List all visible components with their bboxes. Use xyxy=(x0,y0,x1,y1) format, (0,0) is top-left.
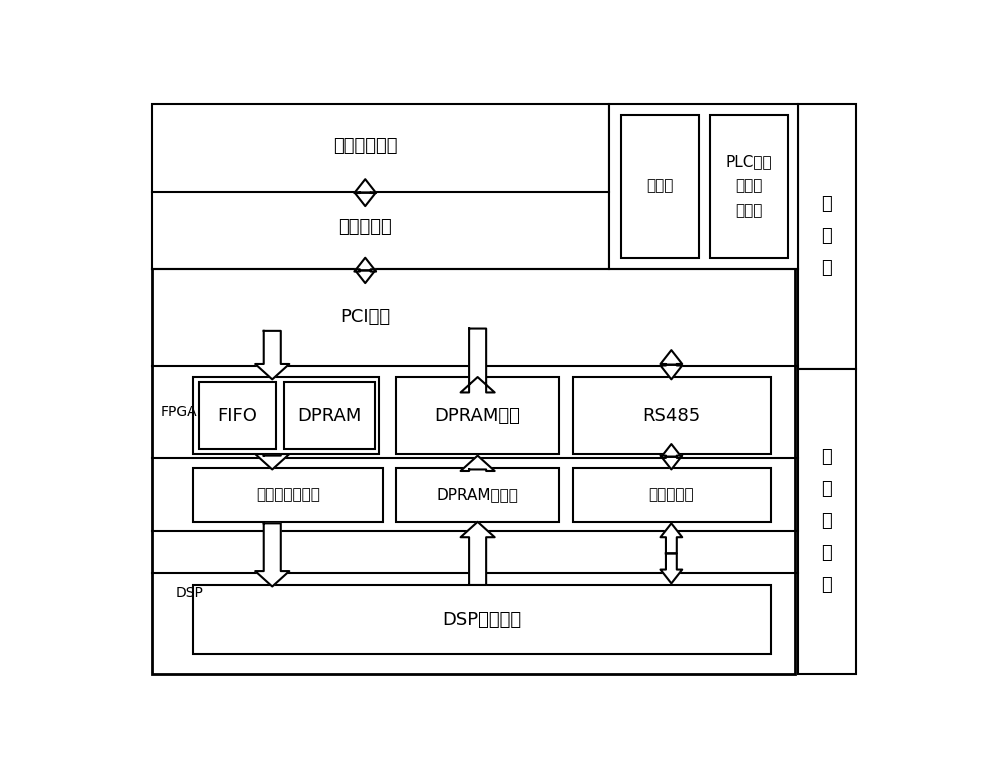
Bar xyxy=(573,468,771,521)
Text: PCI驱动: PCI驱动 xyxy=(340,308,390,326)
Text: 用户应用软件: 用户应用软件 xyxy=(333,137,398,155)
Bar xyxy=(573,377,771,454)
Polygon shape xyxy=(661,444,682,458)
Text: 运
动
控
制
卡: 运 动 控 制 卡 xyxy=(821,448,832,594)
Polygon shape xyxy=(661,350,682,365)
Polygon shape xyxy=(255,331,289,379)
Bar xyxy=(609,104,798,270)
Polygon shape xyxy=(461,455,495,471)
Bar xyxy=(193,585,771,654)
Text: PLC编译
仿真工
具软件: PLC编译 仿真工 具软件 xyxy=(726,154,772,218)
Polygon shape xyxy=(354,179,376,193)
Polygon shape xyxy=(354,258,376,272)
Bar xyxy=(710,115,788,258)
Bar xyxy=(193,468,383,521)
Text: 上
位
机: 上 位 机 xyxy=(821,195,832,277)
Polygon shape xyxy=(661,523,682,554)
Text: FIFO: FIFO xyxy=(217,406,257,425)
Text: DSP: DSP xyxy=(175,586,203,600)
Text: 接口函数库: 接口函数库 xyxy=(338,218,392,236)
Bar xyxy=(396,377,559,454)
Polygon shape xyxy=(661,455,682,469)
Bar xyxy=(152,104,795,674)
Polygon shape xyxy=(255,454,289,469)
Bar xyxy=(199,382,276,449)
Text: FPGA: FPGA xyxy=(161,405,198,419)
Polygon shape xyxy=(255,523,289,587)
Bar xyxy=(396,468,559,521)
Polygon shape xyxy=(461,521,495,585)
Text: DPRAM通道: DPRAM通道 xyxy=(435,406,521,425)
Polygon shape xyxy=(661,554,682,584)
Text: DSP处理程序: DSP处理程序 xyxy=(442,611,521,629)
Bar xyxy=(193,377,379,454)
Bar xyxy=(621,115,698,258)
Polygon shape xyxy=(354,192,376,206)
Polygon shape xyxy=(354,270,376,283)
Polygon shape xyxy=(661,365,682,379)
Bar xyxy=(798,369,856,674)
Text: RS485: RS485 xyxy=(642,406,700,425)
Text: DPRAM: DPRAM xyxy=(297,406,362,425)
Text: 串口缓冲区: 串口缓冲区 xyxy=(649,488,694,502)
Text: 环形队列缓冲区: 环形队列缓冲区 xyxy=(256,488,320,502)
Text: DPRAM缓冲区: DPRAM缓冲区 xyxy=(437,488,519,502)
Bar xyxy=(152,104,609,270)
Bar xyxy=(798,104,856,369)
Text: 触摸屏: 触摸屏 xyxy=(646,179,673,194)
Polygon shape xyxy=(461,329,495,392)
Bar xyxy=(284,382,375,449)
